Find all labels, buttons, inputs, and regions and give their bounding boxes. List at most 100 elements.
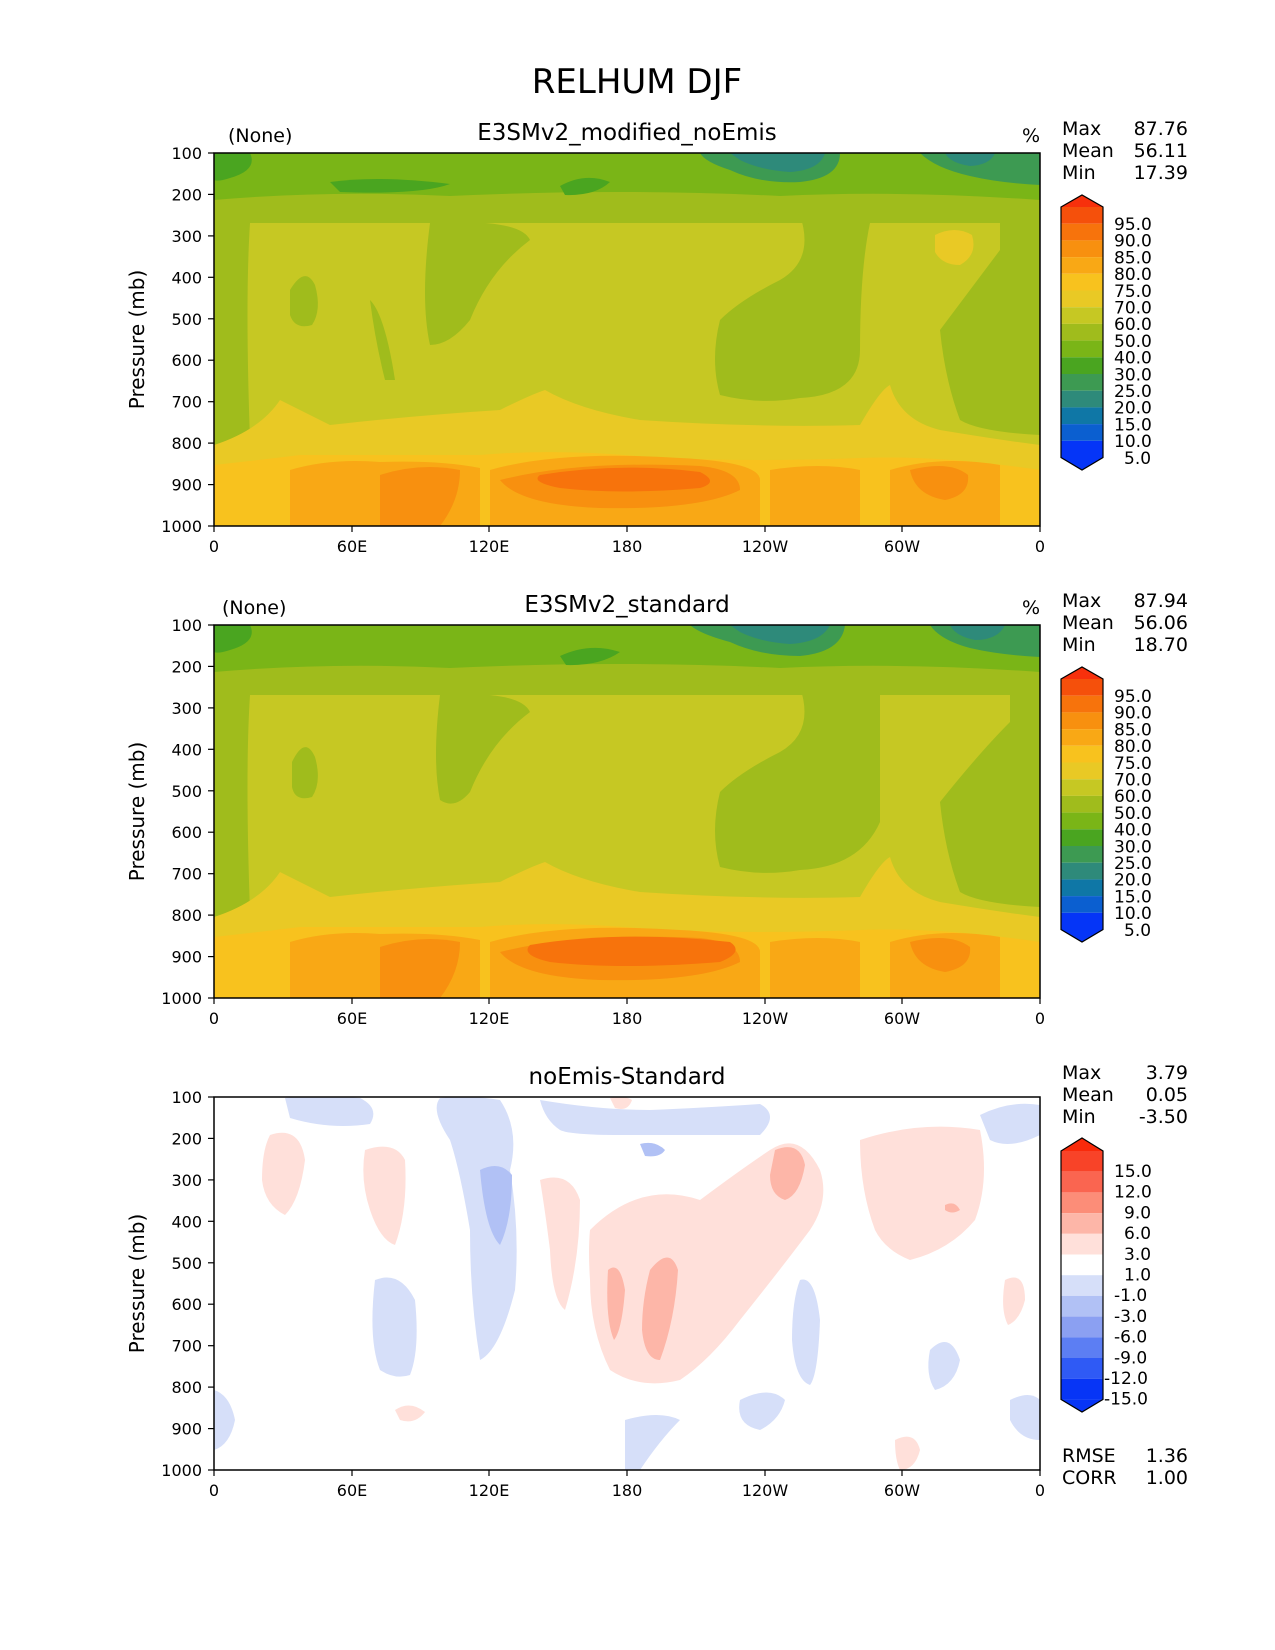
panel-2-x-tick-label: 120W (742, 1009, 789, 1028)
panel-1-title: E3SMv2_modified_noEmis (477, 120, 777, 146)
panel-1-stat-label: Max (1062, 118, 1101, 140)
colorbar-top-extend (1061, 667, 1103, 679)
colorbar-segment (1061, 1254, 1103, 1276)
panel-3-y-tick-label: 200 (171, 1129, 202, 1148)
colorbar-segment (1061, 340, 1103, 358)
panel-3-x-tick-label: 0 (209, 1481, 219, 1500)
colorbar-level-label: 30.0 (1114, 365, 1152, 385)
colorbar-level-label: -3.0 (1114, 1307, 1147, 1327)
colorbar-bottom-extend (1061, 457, 1103, 470)
panel-3-negative-region (285, 1097, 374, 1126)
panel-3-y-tick-label: 400 (171, 1212, 202, 1231)
panel-3-positive-region-2 (607, 1267, 625, 1340)
colorbar-segment (1061, 679, 1103, 696)
panel-3-x-axis: 0 60E 120E 180 120W 60W 0 (209, 1470, 1045, 1500)
colorbar-segment (1061, 1171, 1103, 1193)
panel-2-stat-value: 87.94 (1134, 590, 1188, 612)
panel-3-y-tick-label: 900 (171, 1420, 202, 1439)
colorbar-segment (1061, 1151, 1103, 1172)
panel-3-negative-region (1010, 1395, 1040, 1440)
colorbar-segment (1061, 1378, 1103, 1400)
panel-3-positive-region (1003, 1277, 1025, 1325)
colorbar-level-label: 6.0 (1124, 1224, 1151, 1244)
colorbar-outline (1060, 194, 1104, 471)
panel-1-stat-label: Min (1062, 162, 1096, 184)
panel-2-max-region (380, 938, 460, 998)
panel-3-x-tick-label: 0 (1035, 1481, 1045, 1500)
panel-1-y-tick-label: 1000 (161, 517, 202, 536)
panel-3-y-tick-label: 300 (171, 1171, 202, 1190)
panel-3-y-tick-label: 600 (171, 1295, 202, 1314)
panel-3-negative-region (739, 1392, 785, 1430)
panel-1-x-tick-label: 120W (742, 537, 789, 556)
panel-1-left-dry-column (214, 223, 250, 455)
colorbar-level-label: 9.0 (1124, 1203, 1151, 1223)
panel-3-positive-region (895, 1436, 920, 1470)
colorbar-level-label: 40.0 (1114, 821, 1152, 841)
panel-3-negative-region (640, 1142, 665, 1157)
panel-1-max-region-4 (910, 466, 969, 500)
panel-3-stat-value: 3.79 (1146, 1062, 1188, 1084)
colorbar-outline (1060, 666, 1104, 943)
panel-1-y-axis-label: Pressure (mb) (125, 270, 149, 410)
panel-3-plot-area (214, 1097, 1040, 1470)
colorbar-segment (1061, 207, 1103, 224)
colorbar-level-label: 5.0 (1124, 921, 1151, 941)
colorbar-bottom-extend (1061, 929, 1103, 942)
colorbar-level-label: -12.0 (1104, 1369, 1148, 1389)
panel-2-x-tick-label: 0 (209, 1009, 219, 1028)
panel-1-mid-dry-2 (370, 300, 395, 380)
colorbar-segment (1061, 879, 1103, 897)
panel-3-stat-value: 0.05 (1146, 1084, 1188, 1106)
panel-3-positive-region (363, 1146, 406, 1245)
panel-3-y-tick-label: 100 (171, 1088, 202, 1107)
panel-3-positive-region-2 (770, 1147, 805, 1200)
panel-3-negative-region-2 (480, 1166, 512, 1245)
colorbar-segment (1061, 1213, 1103, 1234)
colorbar-outline (1060, 1137, 1104, 1413)
panel-3-y-tick-label: 800 (171, 1378, 202, 1397)
panel-1-moist-patch (935, 230, 974, 265)
panel-2-low-rh-2b (950, 625, 1005, 640)
colorbar-segment (1061, 912, 1103, 930)
panel-3-y-tick-marks (208, 1096, 214, 1471)
panel-2-y-tick-label: 800 (171, 906, 202, 925)
colorbar-segment (1061, 1233, 1103, 1255)
panel-2: 0 60E 120E 180 120W 60W 0 100 200 300 40… (125, 590, 1188, 1028)
panel-3-colorbar: 15.0 12.0 9.0 6.0 3.0 1.0 -1.0 -3.0 -6.0… (1060, 1137, 1152, 1413)
panel-2-title: E3SMv2_standard (524, 592, 729, 618)
panel-1-stat-value: 17.39 (1134, 162, 1188, 184)
colorbar-bottom-extend (1061, 1399, 1103, 1412)
colorbar-level-label: 15.0 (1114, 415, 1152, 435)
panel-2-stat-value: 18.70 (1134, 634, 1188, 656)
panel-1-y-tick-label: 200 (171, 185, 202, 204)
panel-1-y-tick-label: 600 (171, 351, 202, 370)
colorbar-segment (1061, 795, 1103, 813)
panel-3-negative-region (980, 1103, 1040, 1144)
panel-1-y-tick-label: 300 (171, 227, 202, 246)
panel-1-far-east-dry (940, 223, 1040, 435)
colorbar-level-label: -1.0 (1114, 1286, 1147, 1306)
colorbar-segment (1061, 1275, 1103, 1296)
panel-3-y-tick-label: 500 (171, 1254, 202, 1273)
colorbar-level-label: 50.0 (1114, 332, 1152, 352)
panel-3-negative-region (540, 1100, 770, 1135)
panel-2-left-label: (None) (222, 597, 286, 619)
panel-2-max-region-4 (910, 938, 971, 972)
colorbar-segment (1061, 440, 1103, 458)
colorbar-level-label: 10.0 (1114, 904, 1152, 924)
panel-3-y-tick-label: 700 (171, 1337, 202, 1356)
panel-1-green-streak-2 (330, 178, 450, 193)
panel-2-left-dry-column (214, 695, 250, 927)
colorbar-level-label: 70.0 (1114, 299, 1152, 319)
panel-2-low-rh-1b (730, 625, 830, 644)
panel-1-y-tick-marks (208, 152, 214, 527)
panel-3-positive-region-2 (945, 1203, 960, 1213)
colorbar-level-label: 90.0 (1114, 232, 1152, 252)
panel-3-stat-value: -3.50 (1139, 1106, 1188, 1128)
panel-1-max-region (380, 466, 460, 526)
panel-1-x-tick-label: 0 (209, 537, 219, 556)
panel-3-positive-region (540, 1177, 580, 1310)
colorbar-segment (1061, 846, 1103, 863)
panel-1-east-dry (715, 211, 870, 401)
